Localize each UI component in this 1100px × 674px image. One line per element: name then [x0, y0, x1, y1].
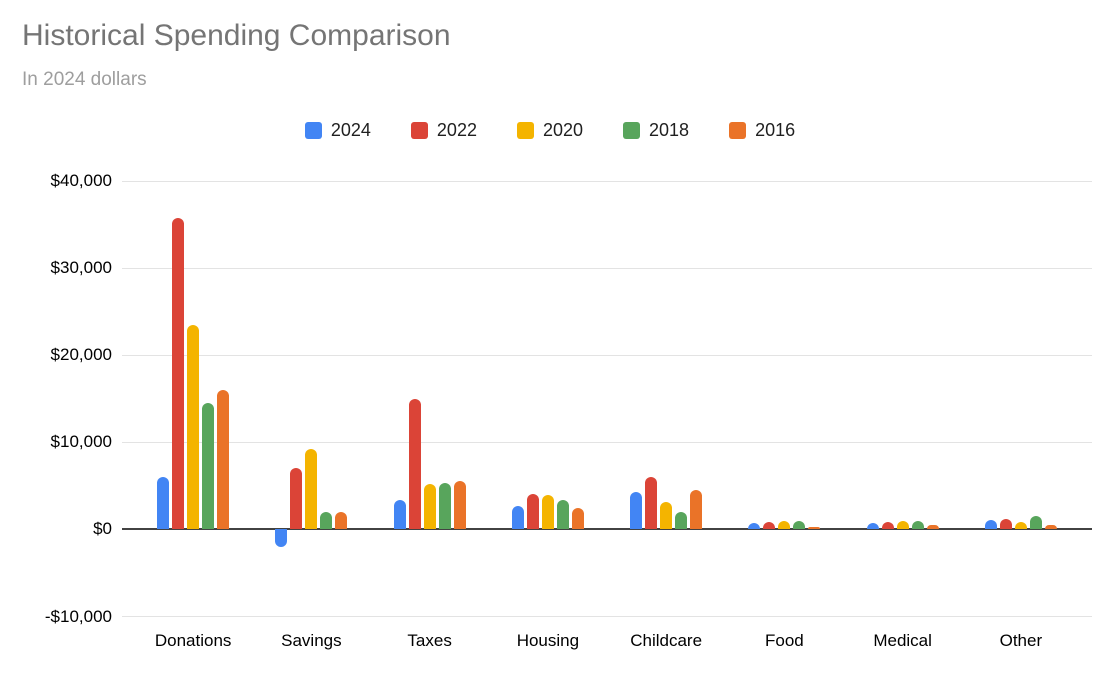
x-axis-category-label: Taxes	[407, 631, 452, 650]
legend-item-2024[interactable]: 2024	[304, 119, 371, 141]
bar-2018-medical[interactable]	[911, 520, 924, 530]
legend-item-2022[interactable]: 2022	[410, 119, 477, 141]
y-axis-tick-label: $30,000	[50, 258, 112, 278]
bar-2020-food[interactable]	[778, 520, 791, 530]
bar-2024-food[interactable]	[748, 523, 761, 530]
x-axis-category-label: Housing	[516, 631, 580, 650]
bar-2022-donations[interactable]	[172, 217, 185, 530]
x-axis-category-label: Other	[999, 631, 1043, 650]
bar-2020-savings[interactable]	[305, 449, 318, 530]
bar-2024-taxes[interactable]	[393, 499, 406, 530]
legend-label: 2018	[649, 119, 690, 140]
bar-2018-childcare[interactable]	[675, 511, 688, 530]
bar-2018-savings[interactable]	[320, 511, 333, 530]
bar-2022-taxes[interactable]	[408, 398, 421, 530]
bar-2016-food[interactable]	[808, 526, 821, 530]
y-axis-tick-label: $40,000	[50, 171, 112, 190]
bar-2016-savings[interactable]	[335, 511, 348, 530]
bar-2024-savings[interactable]	[275, 529, 288, 547]
bar-2024-other[interactable]	[984, 519, 997, 530]
x-axis-category-label: Savings	[281, 631, 342, 650]
bar-2020-medical[interactable]	[896, 520, 909, 530]
chart-title: Historical Spending Comparison	[22, 19, 451, 52]
bar-2018-taxes[interactable]	[438, 483, 451, 530]
bar-2024-medical[interactable]	[866, 523, 879, 530]
gridline	[122, 441, 1092, 443]
bar-2024-housing[interactable]	[511, 505, 524, 530]
zero-axis-line	[122, 528, 1092, 531]
y-axis-tick-label: $20,000	[50, 345, 112, 365]
bar-2020-other[interactable]	[1014, 522, 1027, 530]
bar-2018-food[interactable]	[793, 520, 806, 530]
bar-2016-donations[interactable]	[217, 390, 230, 530]
bar-2020-childcare[interactable]	[660, 502, 673, 530]
legend-item-2018[interactable]: 2018	[623, 120, 689, 141]
legend-swatch-icon	[516, 121, 534, 139]
chart-legend: 2024 2022 2020 2018 2016	[0, 113, 1100, 147]
gridline	[122, 616, 1092, 617]
bar-2022-childcare[interactable]	[645, 477, 658, 530]
x-axis-category-label: Medical	[873, 631, 932, 650]
bar-2022-savings[interactable]	[290, 468, 303, 530]
bar-2020-donations[interactable]	[187, 324, 200, 530]
legend-item-2016[interactable]: 2016	[729, 120, 795, 141]
y-axis-tick-label: $0	[93, 519, 112, 539]
legend-swatch-icon	[729, 121, 747, 139]
bar-2018-donations[interactable]	[202, 403, 215, 530]
legend-label: 2022	[436, 119, 477, 140]
bar-2016-housing[interactable]	[571, 508, 584, 530]
bar-2016-medical[interactable]	[926, 525, 939, 530]
gridline	[122, 180, 1092, 182]
bar-2020-taxes[interactable]	[423, 484, 436, 530]
bar-2020-housing[interactable]	[541, 495, 554, 530]
bar-2024-childcare[interactable]	[630, 491, 643, 530]
legend-label: 2016	[755, 119, 796, 140]
x-axis-category-label: Childcare	[630, 631, 703, 650]
legend-label: 2020	[542, 119, 584, 140]
bar-2022-other[interactable]	[999, 518, 1012, 530]
legend-label: 2024	[330, 119, 371, 140]
bar-2016-taxes[interactable]	[453, 481, 466, 530]
bar-2018-housing[interactable]	[556, 499, 569, 530]
chart-subtitle: In 2024 dollars	[22, 69, 147, 90]
legend-swatch-icon	[623, 121, 641, 139]
bar-2024-donations[interactable]	[157, 477, 170, 530]
x-axis-category-label: Food	[765, 631, 804, 650]
y-axis-tick-label: -$10,000	[44, 606, 112, 626]
y-axis-tick-label: $10,000	[50, 432, 112, 452]
legend-swatch-icon	[304, 121, 322, 139]
gridline	[122, 354, 1092, 356]
x-axis-category-label: Donations	[154, 631, 232, 650]
legend-swatch-icon	[410, 121, 428, 139]
gridline	[122, 267, 1092, 269]
bar-2022-housing[interactable]	[526, 493, 539, 530]
bar-2022-medical[interactable]	[881, 522, 894, 530]
legend-item-2020[interactable]: 2020	[516, 119, 584, 141]
bar-2022-food[interactable]	[763, 522, 776, 530]
bar-2016-other[interactable]	[1044, 525, 1057, 530]
bar-2016-childcare[interactable]	[690, 490, 703, 530]
bar-2018-other[interactable]	[1029, 516, 1042, 530]
